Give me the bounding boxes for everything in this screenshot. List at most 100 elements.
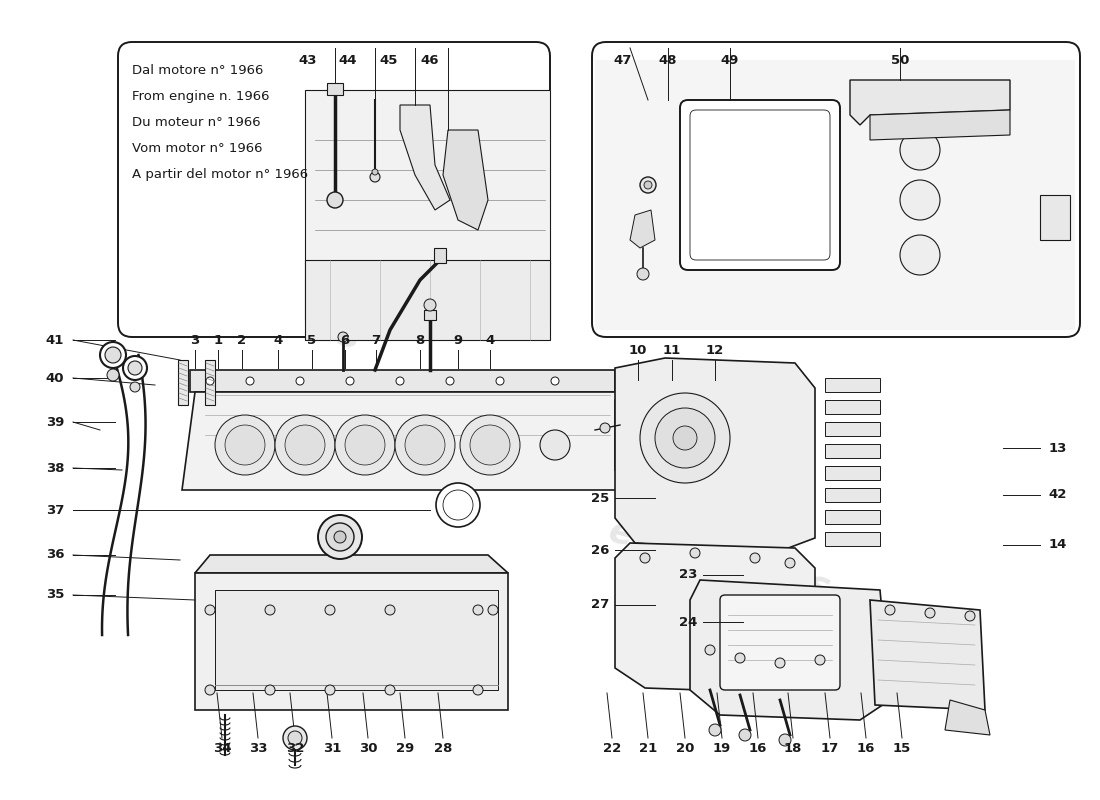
- Text: 43: 43: [299, 54, 317, 66]
- Text: 18: 18: [784, 742, 802, 754]
- Text: 3: 3: [190, 334, 199, 346]
- Polygon shape: [615, 358, 815, 553]
- Circle shape: [886, 605, 895, 615]
- Circle shape: [246, 377, 254, 385]
- Text: 10: 10: [629, 343, 647, 357]
- Circle shape: [673, 426, 697, 450]
- Circle shape: [296, 377, 304, 385]
- Circle shape: [324, 685, 336, 695]
- Text: 22: 22: [603, 742, 622, 754]
- Circle shape: [779, 734, 791, 746]
- Text: 20: 20: [675, 742, 694, 754]
- Circle shape: [123, 356, 147, 380]
- Polygon shape: [190, 370, 615, 392]
- Polygon shape: [195, 555, 508, 573]
- Circle shape: [104, 347, 121, 363]
- Text: 7: 7: [372, 334, 381, 346]
- Circle shape: [396, 377, 404, 385]
- Circle shape: [100, 342, 126, 368]
- Text: 19: 19: [713, 742, 732, 754]
- Circle shape: [214, 415, 275, 475]
- Polygon shape: [870, 600, 984, 710]
- Text: 12: 12: [706, 343, 724, 357]
- Circle shape: [265, 605, 275, 615]
- Circle shape: [488, 605, 498, 615]
- Text: 42: 42: [1048, 489, 1067, 502]
- Circle shape: [288, 731, 302, 745]
- Circle shape: [644, 181, 652, 189]
- Polygon shape: [870, 110, 1010, 140]
- Text: 48: 48: [659, 54, 678, 66]
- Circle shape: [785, 558, 795, 568]
- Circle shape: [285, 425, 324, 465]
- Circle shape: [206, 377, 214, 385]
- FancyBboxPatch shape: [690, 110, 830, 260]
- Circle shape: [345, 425, 385, 465]
- Bar: [825, 510, 880, 524]
- Text: 33: 33: [249, 742, 267, 754]
- Bar: [214, 590, 498, 690]
- Circle shape: [443, 490, 473, 520]
- Circle shape: [336, 415, 395, 475]
- Circle shape: [128, 361, 142, 375]
- Circle shape: [900, 130, 940, 170]
- Text: 32: 32: [286, 742, 305, 754]
- Polygon shape: [690, 580, 890, 720]
- Polygon shape: [850, 80, 1010, 125]
- Text: From engine n. 1966: From engine n. 1966: [132, 90, 270, 103]
- Circle shape: [690, 548, 700, 558]
- Circle shape: [424, 299, 436, 311]
- Circle shape: [735, 653, 745, 663]
- Circle shape: [540, 430, 570, 460]
- Polygon shape: [305, 90, 550, 320]
- Circle shape: [130, 382, 140, 392]
- Circle shape: [640, 553, 650, 563]
- Text: 31: 31: [322, 742, 341, 754]
- Circle shape: [710, 724, 720, 736]
- Text: 50: 50: [891, 54, 910, 66]
- Text: 27: 27: [591, 598, 609, 611]
- Text: 21: 21: [639, 742, 657, 754]
- Text: 36: 36: [46, 549, 64, 562]
- Bar: [825, 466, 880, 480]
- Bar: [1040, 195, 1070, 240]
- Circle shape: [460, 415, 520, 475]
- Circle shape: [815, 655, 825, 665]
- Circle shape: [205, 605, 214, 615]
- Text: 45: 45: [379, 54, 398, 66]
- Circle shape: [473, 605, 483, 615]
- Circle shape: [473, 685, 483, 695]
- Circle shape: [739, 729, 751, 741]
- Circle shape: [385, 685, 395, 695]
- Text: 39: 39: [46, 415, 64, 429]
- Text: 49: 49: [720, 54, 739, 66]
- Bar: [205, 360, 214, 405]
- Circle shape: [900, 235, 940, 275]
- FancyBboxPatch shape: [680, 100, 840, 270]
- Circle shape: [640, 393, 730, 483]
- Text: 40: 40: [46, 371, 64, 385]
- Circle shape: [776, 658, 785, 668]
- Circle shape: [107, 369, 119, 381]
- Circle shape: [395, 415, 455, 475]
- Circle shape: [446, 377, 454, 385]
- Circle shape: [705, 645, 715, 655]
- Bar: [825, 488, 880, 502]
- Text: 23: 23: [679, 569, 697, 582]
- Circle shape: [965, 611, 975, 621]
- Circle shape: [327, 192, 343, 208]
- Bar: [434, 248, 446, 263]
- Circle shape: [334, 531, 346, 543]
- Circle shape: [470, 425, 510, 465]
- Bar: [424, 310, 436, 320]
- Text: 46: 46: [420, 54, 439, 66]
- Polygon shape: [195, 573, 508, 710]
- Circle shape: [338, 332, 348, 342]
- Bar: [178, 360, 188, 405]
- Bar: [327, 83, 343, 95]
- Text: 34: 34: [212, 742, 231, 754]
- Circle shape: [205, 685, 214, 695]
- Text: 30: 30: [359, 742, 377, 754]
- Circle shape: [326, 523, 354, 551]
- Polygon shape: [945, 700, 990, 735]
